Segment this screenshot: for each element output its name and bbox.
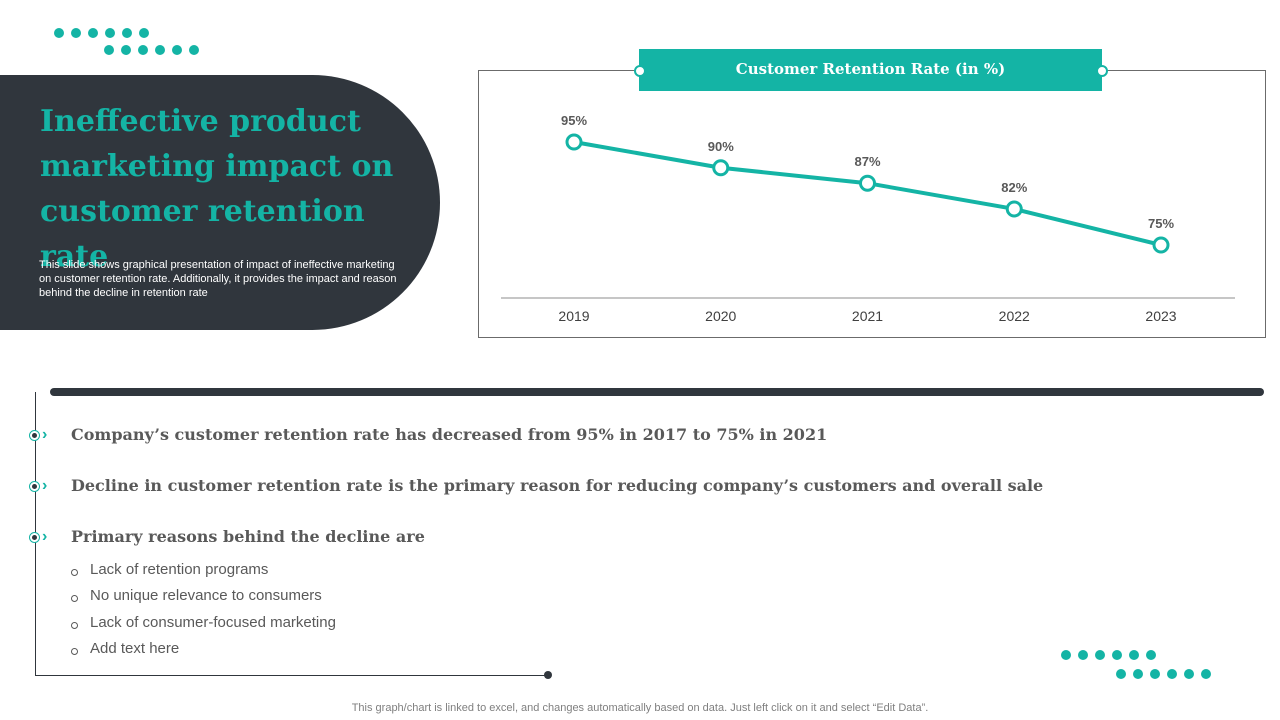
key-point-2: Decline in customer retention rate is th…	[71, 476, 1044, 495]
chart-title: Customer Retention Rate (in %)	[735, 60, 1006, 78]
data-label-2020: 90%	[708, 139, 734, 154]
data-label-2022: 82%	[1001, 180, 1027, 195]
data-label-2019: 95%	[561, 113, 587, 128]
x-tick-label-2019: 2019	[558, 308, 589, 324]
reason-item-1: Lack of retention programs	[90, 561, 269, 578]
data-point-2021	[859, 174, 876, 192]
sub-bullet-icon	[71, 569, 78, 576]
bracket-end-dot	[544, 671, 552, 679]
slide-title: Ineffective product marketing impact on …	[40, 104, 394, 274]
title-panel	[0, 75, 440, 330]
line-chart[interactable]: 95% 2019 90% 2020 87% 2021 82% 2022 75% 2023	[0, 0, 1280, 360]
reason-item-2: No unique relevance to consumers	[90, 587, 322, 604]
chevron-right-icon: ›	[42, 477, 48, 494]
decorative-dots-bottom-2	[1116, 669, 1211, 679]
chart-title-bar: Customer Retention Rate (in %)	[639, 49, 1102, 91]
decorative-dots-top-1	[54, 28, 149, 38]
x-tick-label-2022: 2022	[999, 308, 1030, 324]
bullet-icon	[29, 481, 40, 492]
data-label-2023: 75%	[1148, 216, 1174, 231]
x-tick-label-2023: 2023	[1145, 308, 1176, 324]
key-point-3: Primary reasons behind the decline are	[71, 527, 425, 546]
x-tick-label-2021: 2021	[852, 308, 883, 324]
decorative-dots-top-2	[104, 45, 199, 55]
chart-title-connector-left	[634, 65, 646, 77]
data-point-2023	[1152, 236, 1170, 254]
data-label-2021: 87%	[854, 154, 880, 169]
bracket-line-horizontal	[35, 675, 548, 676]
slide-description: This slide shows graphical presentation …	[39, 259, 397, 299]
data-point-2019	[565, 133, 583, 151]
sub-bullet-icon	[71, 648, 78, 655]
chevron-right-icon: ›	[42, 426, 48, 443]
reason-item-4[interactable]: Add text here	[90, 640, 180, 657]
bullet-icon	[29, 430, 40, 441]
chart-title-connector-right	[1096, 65, 1108, 77]
reason-item-3: Lack of consumer-focused marketing	[90, 614, 336, 631]
x-tick-label-2020: 2020	[705, 308, 736, 324]
bullet-icon	[29, 532, 40, 543]
chevron-right-icon: ›	[42, 528, 48, 545]
section-divider-bar	[50, 388, 1264, 396]
key-point-1: Company’s customer retention rate has de…	[71, 425, 828, 444]
data-point-2022	[1005, 200, 1023, 218]
sub-bullet-icon	[71, 595, 78, 602]
sub-bullet-icon	[71, 622, 78, 629]
decorative-dots-bottom-1	[1061, 650, 1156, 660]
footer-note: This graph/chart is linked to excel, and…	[351, 702, 929, 714]
data-point-2020	[712, 159, 730, 177]
